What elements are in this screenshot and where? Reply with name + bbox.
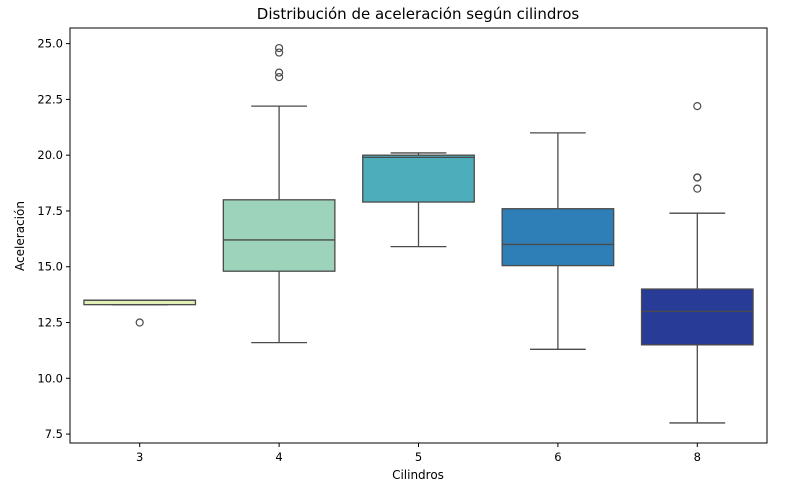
iqr-box <box>501 208 615 267</box>
chart-title: Distribución de aceleración según cilind… <box>257 5 580 23</box>
iqr-box <box>222 199 336 272</box>
outlier-point <box>693 101 702 111</box>
box-4 <box>222 43 336 344</box>
y-tick-label: 22.5 <box>37 92 63 106</box>
x-tick-label: 3 <box>136 450 143 464</box>
x-tick-label: 5 <box>415 450 422 464</box>
y-tick-label: 25.0 <box>37 37 63 51</box>
y-tick-label: 15.0 <box>37 260 63 274</box>
outlier-point <box>275 48 284 57</box>
y-tick-label: 10.0 <box>37 371 63 385</box>
x-axis-label: Cilindros <box>392 468 444 482</box>
y-tick-label: 17.5 <box>37 204 63 218</box>
box-3 <box>83 299 197 327</box>
iqr-box <box>83 299 197 306</box>
outlier-point <box>693 173 702 182</box>
y-axis: 7.5 10.0 12.5 15.0 17.5 20.0 22.5 25.0 <box>37 37 70 441</box>
iqr-box <box>640 288 754 346</box>
iqr-box <box>362 154 475 203</box>
outlier-point <box>275 43 284 53</box>
boxes-layer <box>83 43 754 424</box>
outlier-point <box>275 68 284 77</box>
box-5 <box>362 152 475 248</box>
outlier-point <box>135 318 144 327</box>
box-6 <box>501 132 615 350</box>
x-tick-label: 8 <box>694 450 701 464</box>
y-tick-label: 20.0 <box>37 148 63 162</box>
x-tick-label: 6 <box>554 450 561 464</box>
y-tick-label: 12.5 <box>37 316 63 330</box>
x-axis: 3 4 5 6 8 <box>136 443 701 464</box>
outlier-point <box>275 72 284 82</box>
x-tick-label: 4 <box>275 450 282 464</box>
box-8 <box>640 101 754 424</box>
y-tick-label: 7.5 <box>45 427 63 441</box>
outlier-point <box>693 184 702 193</box>
y-axis-label: Aceleración <box>13 201 27 271</box>
